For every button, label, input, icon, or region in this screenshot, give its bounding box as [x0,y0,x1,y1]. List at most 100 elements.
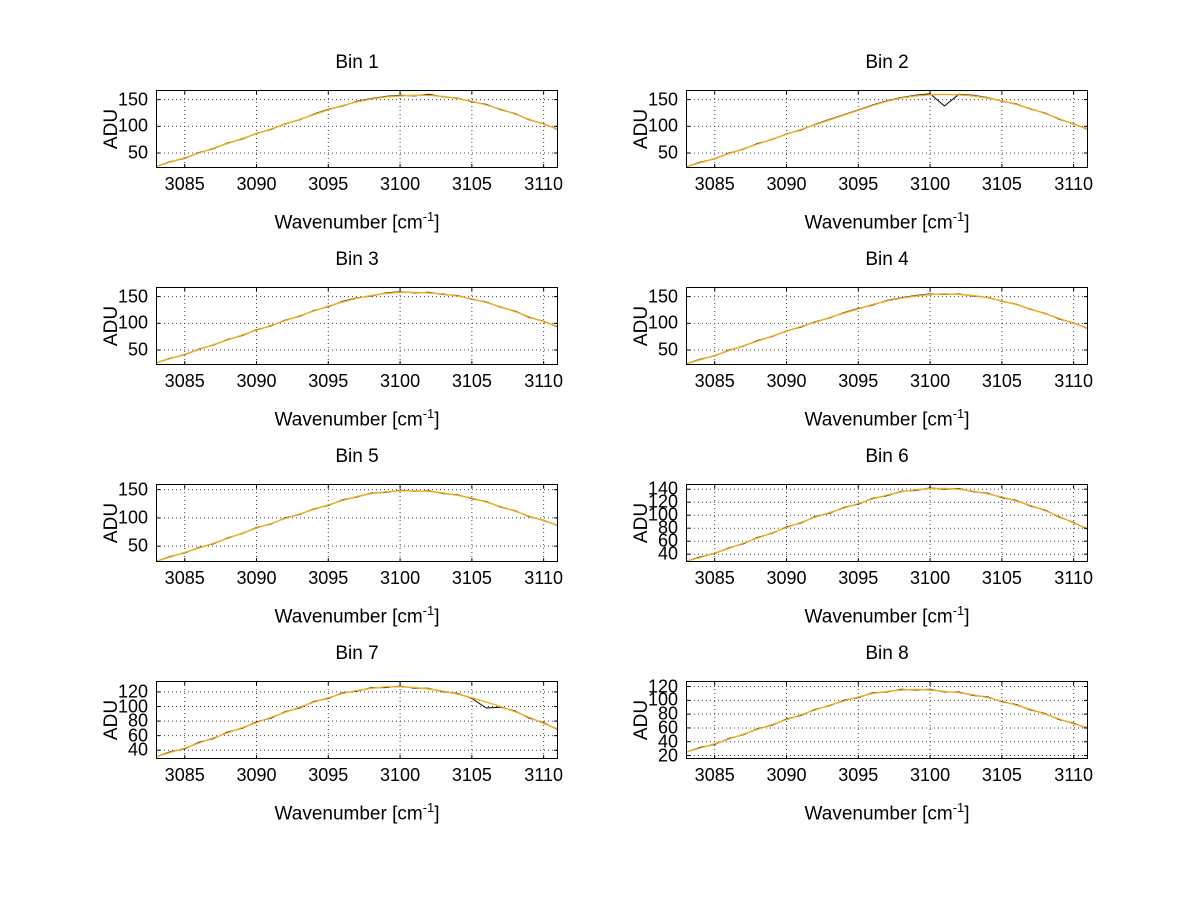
subplot-bin-8: Bin 8 ADU 20 40 60 80 100 120 3085 3090 3095 310… [631,643,1093,824]
y-tick-label: 50 [127,535,148,556]
x-axis-label-text: Wavenumber [cm [274,803,423,825]
x-tick-label: 3110 [524,568,563,588]
y-tick-label: 50 [657,339,678,360]
x-tick-label: 3100 [380,371,421,391]
x-tick-label: 3085 [694,568,735,588]
y-tick-labels: 40 60 80 100 120 [64,681,148,759]
y-tick-label: 100 [647,312,678,333]
x-tick-label: 3085 [694,765,735,785]
x-axis-label-text: Wavenumber [cm [274,409,423,431]
plot-area [156,287,558,365]
x-tick-label: 3100 [910,371,951,391]
x-tick-label: 3095 [838,765,879,785]
x-axis-label: Wavenumber [cm-1] [686,603,1088,628]
y-tick-label: 100 [117,507,148,528]
x-axis-label-text: Wavenumber [cm [804,803,953,825]
x-tick-label: 3095 [308,765,349,785]
x-axis-label-exponent: -1 [422,406,435,421]
y-tick-labels: 50 100 150 [64,479,148,562]
x-tick-label: 3090 [766,568,807,588]
y-tick-labels: 50 100 150 [64,89,148,168]
plot-area [686,681,1088,759]
y-tick-label: 50 [657,142,678,163]
y-tick-label: 60 [657,530,678,551]
x-axis-label-exponent: -1 [952,209,965,224]
x-tick-label: 3085 [164,371,205,391]
y-tick-label: 100 [647,689,678,710]
x-tick-label: 3110 [1054,568,1093,588]
x-tick-labels: 3085 3090 3095 3100 3105 3110 [686,568,1093,590]
y-tick-label: 40 [657,543,678,564]
x-axis-label-close: ] [964,409,970,431]
y-tick-label: 60 [657,717,678,738]
y-tick-label: 120 [647,491,678,512]
x-tick-label: 3085 [164,568,205,588]
x-axis-label-close: ] [434,212,440,234]
x-tick-label: 3105 [981,174,1022,194]
x-axis-label-text: Wavenumber [cm [804,409,953,431]
y-tick-label: 150 [117,286,148,307]
y-tick-label: 40 [657,731,678,752]
subplot-bin-4: Bin 4 ADU 50 100 150 3085 3090 3095 3100 3105 3… [631,249,1093,430]
x-tick-label: 3100 [380,174,421,194]
y-tick-label: 50 [127,142,148,163]
y-tick-label: 100 [117,115,148,136]
y-tick-label: 100 [647,115,678,136]
x-tick-label: 3105 [981,568,1022,588]
x-axis-label-close: ] [434,409,440,431]
x-tick-label: 3090 [766,765,807,785]
y-tick-label: 100 [117,312,148,333]
x-axis-label-close: ] [964,606,970,628]
y-tick-labels: 50 100 150 [594,286,678,365]
plot-area [156,484,558,562]
y-tick-labels: 50 100 150 [64,286,148,365]
chart-title: Bin 4 [865,249,909,270]
x-axis-label: Wavenumber [cm-1] [156,406,558,431]
x-axis-label: Wavenumber [cm-1] [156,209,558,234]
x-tick-label: 3105 [981,765,1022,785]
x-tick-label: 3085 [694,174,735,194]
y-tick-label: 150 [647,286,678,307]
x-tick-label: 3095 [838,174,879,194]
chart-title: Bin 1 [335,52,379,73]
x-tick-label: 3110 [1054,371,1093,391]
y-tick-label: 40 [127,739,148,760]
y-tick-label: 150 [647,89,678,110]
x-axis-label-exponent: -1 [422,800,435,815]
x-axis-label: Wavenumber [cm-1] [686,209,1088,234]
chart-title: Bin 2 [865,52,909,73]
x-tick-label: 3100 [380,765,421,785]
y-tick-label: 120 [117,681,148,702]
x-tick-label: 3105 [451,568,492,588]
y-tick-label: 100 [117,696,148,716]
x-axis-label-close: ] [434,606,440,628]
plot-area [686,90,1088,168]
x-tick-label: 3100 [910,174,951,194]
x-tick-label: 3090 [236,568,277,588]
x-axis-label: Wavenumber [cm-1] [686,406,1088,431]
x-axis-label-exponent: -1 [422,209,435,224]
x-tick-labels: 3085 3090 3095 3100 3105 3110 [686,174,1093,196]
x-tick-label: 3095 [308,568,349,588]
chart-title: Bin 6 [865,446,909,467]
x-tick-labels: 3085 3090 3095 3100 3105 3110 [156,765,563,787]
x-axis-label-text: Wavenumber [cm [804,606,953,628]
subplot-bin-1: Bin 1 ADU 50 100 150 3085 3090 3095 3100 3105 3… [101,52,563,233]
x-tick-label: 3095 [838,371,879,391]
x-axis-label-text: Wavenumber [cm [274,212,423,234]
x-tick-label: 3090 [766,174,807,194]
x-tick-label: 3110 [1054,765,1093,785]
y-tick-label: 100 [647,504,678,525]
x-tick-labels: 3085 3090 3095 3100 3105 3110 [156,371,563,393]
plot-area [156,681,558,759]
y-tick-label: 150 [117,479,148,500]
x-axis-label-exponent: -1 [422,603,435,618]
x-tick-label: 3110 [524,765,563,785]
x-tick-labels: 3085 3090 3095 3100 3105 3110 [686,765,1093,787]
y-tick-label: 140 [647,478,678,499]
chart-title: Bin 3 [335,249,379,270]
x-tick-label: 3090 [236,371,277,391]
subplot-bin-5: Bin 5 ADU 50 100 150 3085 3090 3095 3100 3105 3… [101,446,563,627]
y-tick-label: 80 [657,517,678,538]
